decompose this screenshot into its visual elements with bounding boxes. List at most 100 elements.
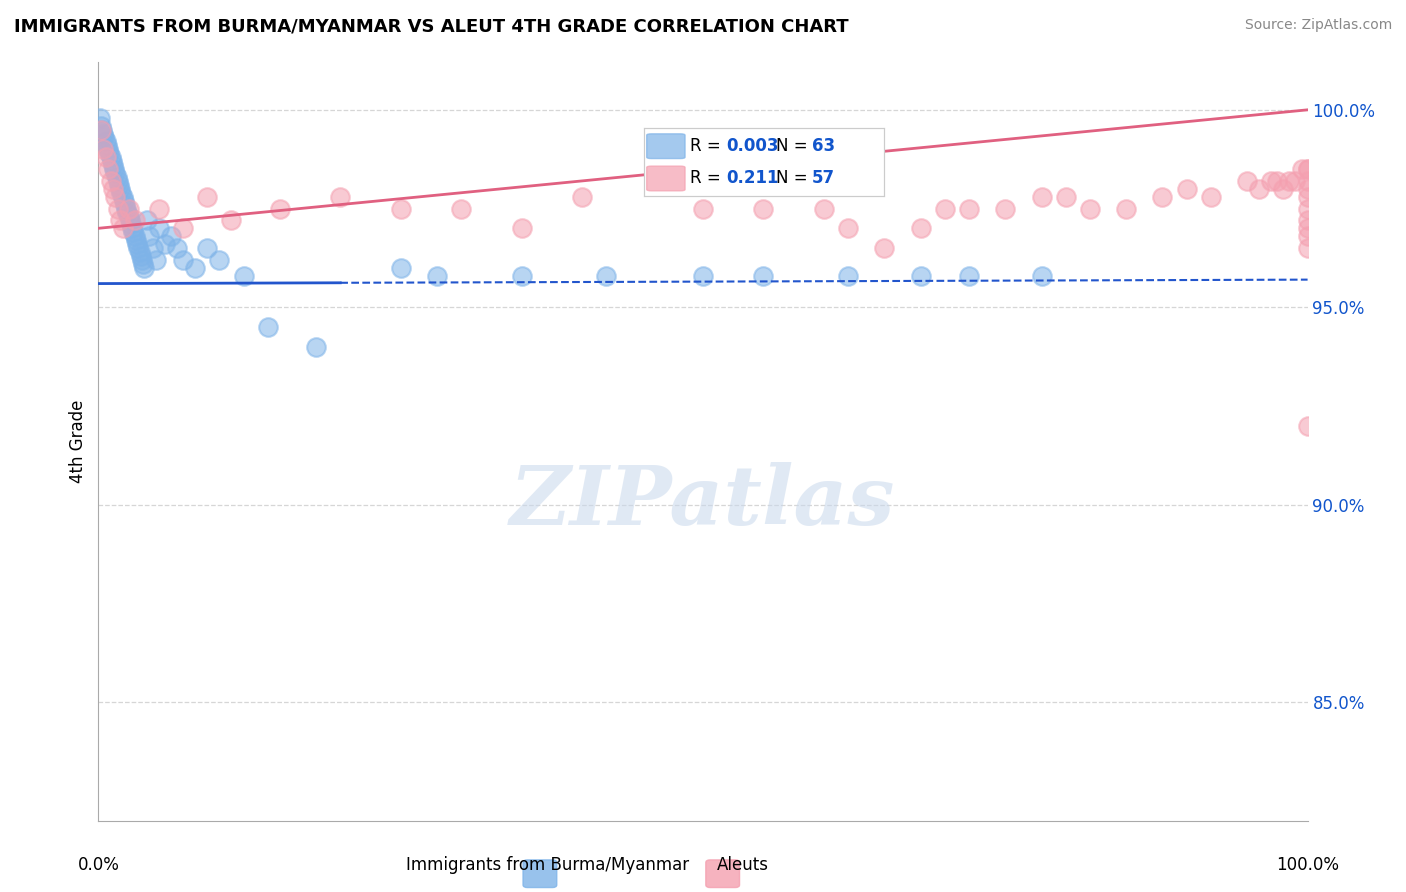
Point (112, 194, 135, 208)
Point (813, 202, 835, 216)
Point (127, 237, 149, 252)
Text: Source: ZipAtlas.com: Source: ZipAtlas.com (1244, 18, 1392, 32)
Point (195, 241, 218, 255)
Point (510, 221, 533, 235)
Point (110, 186, 132, 200)
Point (1296, 182, 1319, 196)
Point (1031, 190, 1053, 204)
Point (957, 268, 980, 283)
Point (104, 190, 127, 204)
Point (117, 205, 139, 219)
Point (108, 182, 131, 196)
Point (97, 162, 120, 177)
Point (1296, 221, 1319, 235)
Text: Immigrants from Burma/Myanmar: Immigrants from Burma/Myanmar (406, 855, 689, 873)
Text: 0.0%: 0.0% (77, 855, 120, 873)
Point (127, 241, 149, 255)
Point (1284, 174, 1306, 188)
Point (101, 182, 124, 196)
Point (142, 241, 165, 255)
Point (221, 213, 243, 227)
Point (184, 260, 207, 275)
Point (118, 213, 141, 227)
Point (172, 221, 194, 235)
Point (256, 320, 278, 334)
Point (153, 237, 176, 252)
Point (97, 142, 120, 156)
Point (994, 202, 1017, 216)
Point (1175, 182, 1198, 196)
Point (1260, 174, 1282, 188)
FancyBboxPatch shape (647, 134, 685, 159)
Point (1199, 190, 1222, 204)
Point (120, 218, 142, 232)
Point (232, 268, 254, 283)
Point (93, 130, 115, 145)
Point (1296, 162, 1319, 177)
Point (108, 178, 131, 192)
Point (101, 158, 124, 172)
Point (100, 150, 122, 164)
Point (148, 221, 170, 235)
Point (98, 146, 121, 161)
Point (128, 244, 150, 259)
Point (1249, 182, 1271, 196)
Point (208, 252, 231, 267)
Point (910, 221, 932, 235)
Point (1291, 162, 1313, 177)
Point (134, 260, 156, 275)
Point (132, 257, 155, 271)
Point (1296, 213, 1319, 227)
Text: N =: N = (776, 169, 813, 187)
Point (125, 233, 148, 247)
FancyBboxPatch shape (647, 166, 685, 191)
Point (1236, 174, 1258, 188)
Point (957, 202, 980, 216)
Point (934, 202, 956, 216)
Point (94, 135, 117, 149)
Point (1296, 202, 1319, 216)
Y-axis label: 4th Grade: 4th Grade (69, 400, 87, 483)
Point (692, 202, 714, 216)
Point (389, 202, 412, 216)
Text: R =: R = (690, 137, 725, 155)
Point (269, 202, 291, 216)
Point (107, 174, 129, 188)
Point (105, 169, 128, 184)
Point (91, 122, 114, 136)
Point (1296, 418, 1319, 433)
Point (121, 221, 143, 235)
Point (1296, 162, 1319, 177)
Point (131, 252, 153, 267)
Text: ZIPatlas: ZIPatlas (510, 462, 896, 542)
Point (129, 249, 152, 263)
Point (1278, 174, 1301, 188)
Point (305, 340, 328, 354)
Point (124, 229, 146, 244)
Point (426, 268, 449, 283)
Point (595, 268, 617, 283)
Point (115, 202, 138, 216)
Point (91, 142, 114, 156)
Point (100, 154, 122, 169)
Point (107, 202, 129, 216)
Point (195, 190, 218, 204)
Point (94, 150, 117, 164)
Point (329, 190, 352, 204)
Point (96, 138, 118, 153)
Point (111, 190, 134, 204)
Point (89, 111, 111, 125)
Point (1115, 202, 1137, 216)
Point (1296, 229, 1319, 244)
Point (1152, 190, 1174, 204)
Point (873, 241, 896, 255)
Point (752, 202, 775, 216)
Point (450, 202, 472, 216)
Text: 63: 63 (813, 137, 835, 155)
Text: 0.211: 0.211 (725, 169, 779, 187)
Text: 57: 57 (813, 169, 835, 187)
Text: N =: N = (776, 137, 813, 155)
Point (752, 268, 775, 283)
Point (837, 221, 859, 235)
Point (160, 229, 183, 244)
